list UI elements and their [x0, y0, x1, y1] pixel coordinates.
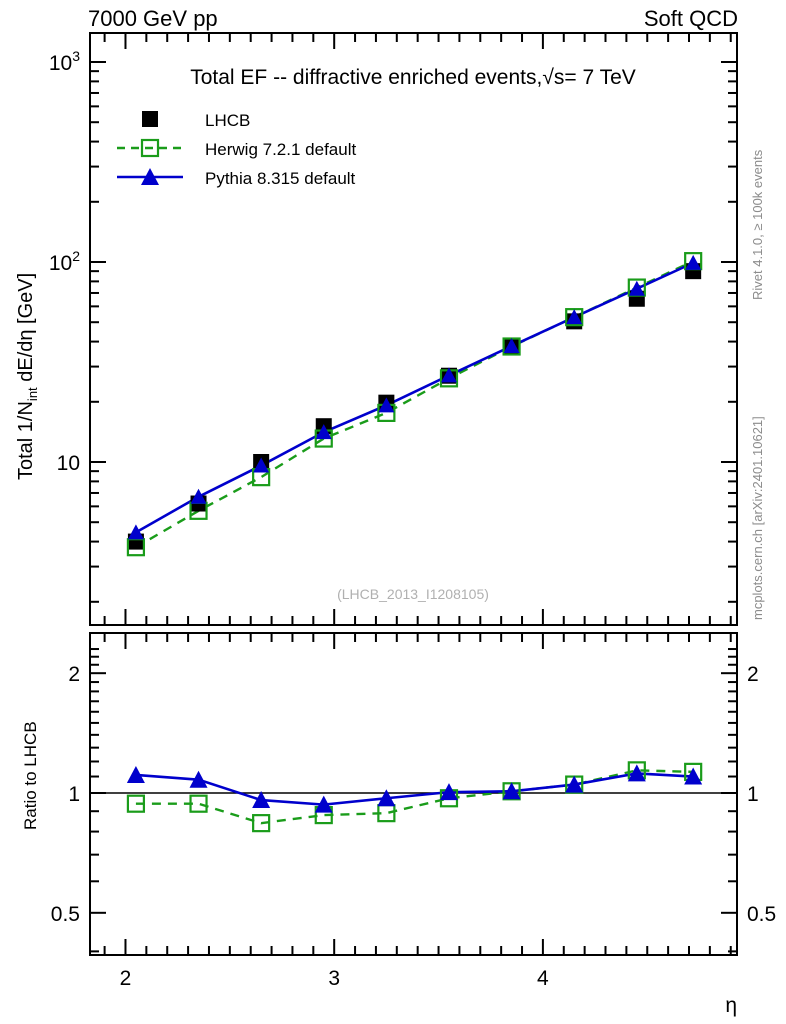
marker-filled-triangle [685, 254, 702, 270]
ratio-panel-data [126, 761, 703, 833]
ratio-y-tick-2-left: 2 [68, 663, 80, 686]
marker-filled-triangle [253, 457, 270, 473]
ratio-panel-ticks [90, 633, 737, 955]
y-label-subscript: int [25, 387, 40, 401]
y-tick-100: 102 [49, 248, 80, 275]
header-left-label: 7000 GeV pp [88, 6, 218, 31]
main-panel-title: Total EF -- diffractive enriched events,… [190, 66, 636, 89]
header-right-label: Soft QCD [644, 6, 738, 31]
marker-filled-triangle [377, 789, 396, 807]
marker-open-square [126, 794, 146, 813]
series-markers-lhcb [127, 263, 702, 550]
marker-filled-triangle [189, 770, 208, 788]
legend-label-1: Herwig 7.2.1 default [205, 140, 356, 159]
main-panel-frame [89, 32, 738, 626]
marker-filled-triangle [566, 309, 583, 325]
ratio-y-tick-05-left: 0.5 [51, 903, 80, 926]
ratio-y-tick-1-right: 1 [747, 783, 759, 806]
marker-filled-triangle [565, 775, 584, 793]
marker-filled-triangle [502, 782, 521, 800]
series-markers-pythia [127, 254, 702, 540]
y-label-prefix: Total 1/N [15, 401, 37, 480]
marker-filled-triangle [141, 168, 159, 185]
marker-open-square [189, 794, 208, 813]
marker-filled-triangle [440, 367, 457, 383]
marker-filled-triangle [126, 765, 145, 783]
marker-filled-triangle [378, 397, 395, 413]
x-tick-label-3: 3 [328, 967, 340, 990]
series-line-pythia [135, 261, 694, 534]
marker-filled-triangle [252, 791, 271, 809]
sidenote-rivet-version: Rivet 4.1.0, ≥ 100k events [750, 149, 765, 300]
marker-filled-triangle [627, 764, 646, 782]
ratio-y-tick-05-right: 0.5 [747, 903, 776, 926]
marker-filled-triangle [190, 488, 207, 504]
legend-label-0: LHCB [205, 111, 250, 130]
svg-text:Total 1/Nint dE/dη [GeV]: Total 1/Nint dE/dη [GeV] [15, 273, 40, 480]
main-y-axis-label: Total 1/Nint dE/dη [GeV] [15, 273, 40, 480]
main-panel-ticks [90, 33, 737, 625]
x-axis-label: η [725, 994, 737, 1017]
ratio-y-tick-1-left: 1 [68, 783, 80, 806]
main-panel-data [126, 252, 703, 557]
ratio-markers-pythia [126, 764, 703, 813]
x-tick-label-2: 2 [120, 967, 132, 990]
marker-open-square [140, 138, 160, 158]
x-tick-label-4: 4 [537, 967, 549, 990]
y-label-rest: dE/dη [GeV] [15, 273, 37, 388]
marker-filled-triangle [314, 795, 333, 813]
marker-open-square [252, 814, 271, 833]
y-tick-1000: 103 [49, 48, 80, 75]
x-axis-tick-labels: 2 3 4 [120, 967, 549, 990]
analysis-id-watermark: (LHCB_2013_I1208105) [337, 586, 489, 602]
main-y-tick-labels: 103 102 10 [49, 48, 80, 475]
sidenote-mcplots-source: mcplots.cern.ch [arXiv:2401.10621] [750, 416, 765, 620]
marker-filled-triangle [315, 424, 332, 440]
ratio-panel-frame [89, 632, 738, 956]
marker-filled-triangle [439, 783, 458, 801]
series-line-herwig [135, 260, 694, 549]
legend: LHCB Herwig 7.2.1 default Pythia 8.315 def… [117, 111, 356, 188]
ratio-line-pythia [135, 772, 694, 806]
marker-filled-triangle [127, 524, 144, 540]
ratio-y-tick-labels-left: 2 1 0.5 [51, 663, 80, 926]
legend-label-2: Pythia 8.315 default [205, 169, 356, 188]
marker-filled-square [142, 111, 158, 127]
ratio-y-axis-label: Ratio to LHCB [21, 721, 40, 830]
marker-filled-triangle [628, 280, 645, 296]
y-tick-10: 10 [57, 452, 80, 475]
marker-filled-triangle [503, 338, 520, 354]
marker-filled-triangle [684, 767, 703, 785]
ratio-y-tick-2-right: 2 [747, 663, 759, 686]
ratio-y-tick-labels-right: 2 1 0.5 [747, 663, 776, 926]
